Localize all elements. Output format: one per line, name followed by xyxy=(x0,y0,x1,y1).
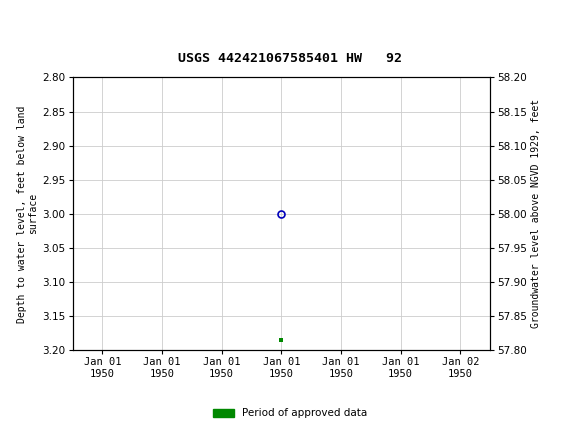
Text: USGS 442421067585401 HW   92: USGS 442421067585401 HW 92 xyxy=(178,52,402,64)
Legend: Period of approved data: Period of approved data xyxy=(209,404,371,423)
Text: USGS: USGS xyxy=(49,16,104,34)
Y-axis label: Depth to water level, feet below land
surface: Depth to water level, feet below land su… xyxy=(17,105,38,322)
Bar xyxy=(6,4,46,46)
Y-axis label: Groundwater level above NGVD 1929, feet: Groundwater level above NGVD 1929, feet xyxy=(531,99,541,329)
